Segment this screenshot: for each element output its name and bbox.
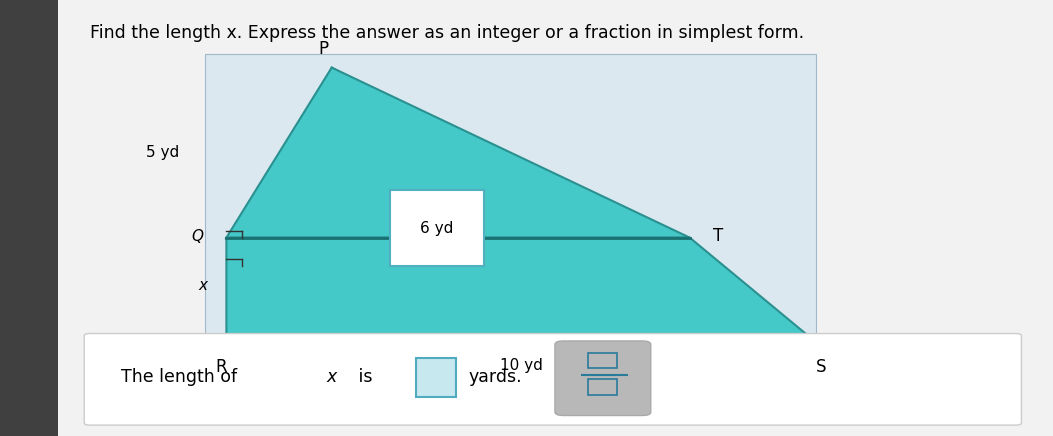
FancyBboxPatch shape — [0, 0, 58, 436]
FancyBboxPatch shape — [416, 358, 456, 397]
Text: T: T — [713, 227, 723, 245]
Text: 6 yd: 6 yd — [420, 221, 454, 235]
Text: The length of: The length of — [121, 368, 243, 386]
Text: Find the length x. Express the answer as an integer or a fraction in simplest fo: Find the length x. Express the answer as… — [90, 24, 803, 42]
Polygon shape — [226, 238, 816, 342]
FancyBboxPatch shape — [205, 54, 816, 360]
Text: 10 yd: 10 yd — [500, 358, 542, 372]
Text: is: is — [353, 368, 373, 386]
Polygon shape — [226, 68, 816, 342]
Text: yards.: yards. — [469, 368, 522, 386]
Text: P: P — [318, 40, 329, 58]
Polygon shape — [226, 68, 690, 238]
Text: x: x — [198, 278, 207, 293]
Text: Q: Q — [192, 229, 203, 244]
FancyBboxPatch shape — [555, 341, 651, 416]
Text: S: S — [816, 358, 827, 375]
FancyBboxPatch shape — [58, 0, 1053, 436]
FancyBboxPatch shape — [84, 334, 1021, 425]
Text: R: R — [215, 358, 227, 375]
Text: 5 yd: 5 yd — [145, 145, 179, 160]
Text: x: x — [326, 368, 337, 386]
